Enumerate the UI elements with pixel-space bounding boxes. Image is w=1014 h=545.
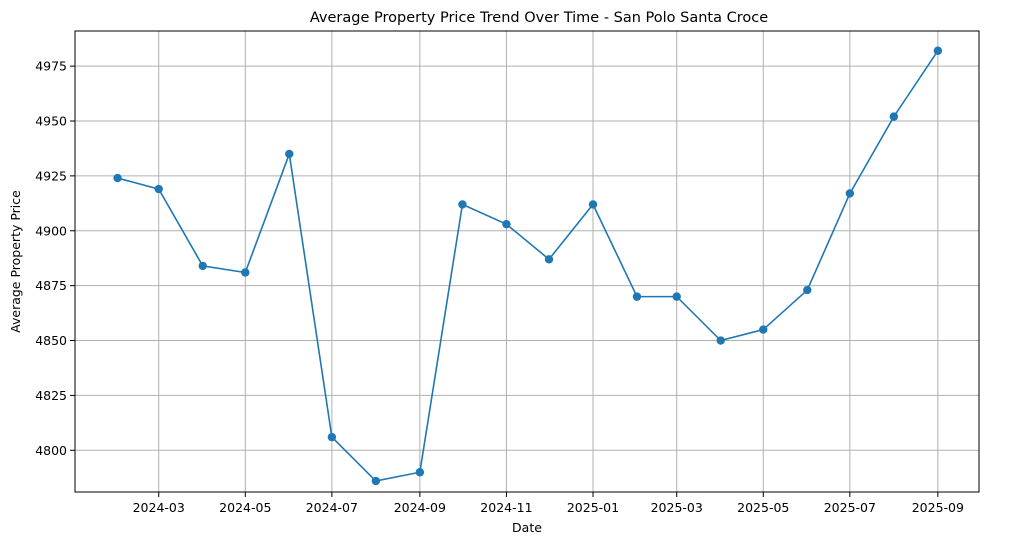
y-tick-label: 4950 <box>35 114 67 129</box>
x-tick-label: 2025-07 <box>824 500 876 515</box>
data-point <box>716 336 725 345</box>
x-tick-label: 2025-09 <box>912 500 964 515</box>
data-point <box>113 173 122 183</box>
x-tick-label: 2025-05 <box>737 500 789 515</box>
data-point <box>588 200 598 209</box>
y-tick-label: 4875 <box>35 278 67 293</box>
y-tick-label: 4975 <box>35 59 67 74</box>
data-point <box>198 261 207 271</box>
data-point <box>371 476 381 486</box>
data-point <box>502 219 511 229</box>
y-tick-label: 4800 <box>35 443 67 458</box>
y-tick-label: 4850 <box>35 333 67 348</box>
data-point <box>415 468 425 477</box>
data-point <box>933 46 943 55</box>
x-tick-label: 2025-03 <box>651 500 703 515</box>
axis-ticks: 2024-03 2024-05 2024-07 2024-09 2024-11 2025-… <box>35 59 964 515</box>
data-point <box>889 112 899 121</box>
y-tick-label: 4825 <box>35 388 67 403</box>
x-tick-label: 2024-07 <box>306 500 358 515</box>
data-point <box>672 292 681 301</box>
x-tick-label: 2024-05 <box>219 500 271 515</box>
data-point <box>803 285 812 295</box>
data-point <box>241 268 250 277</box>
data-point <box>458 200 467 209</box>
chart-title: Average Property Price Trend Over Time -… <box>310 10 768 26</box>
data-point <box>327 432 337 442</box>
data-point <box>632 292 642 301</box>
x-tick-label: 2025-01 <box>567 500 619 515</box>
series-price <box>113 46 943 486</box>
data-point <box>759 325 768 334</box>
series-line <box>117 50 939 482</box>
y-axis-label: Average Property Price <box>8 190 23 333</box>
x-tick-label: 2024-11 <box>480 500 532 515</box>
x-axis-label: Date <box>512 520 542 535</box>
grid <box>75 31 979 492</box>
data-point <box>154 184 163 194</box>
x-tick-label: 2024-09 <box>394 500 446 515</box>
plot-frame <box>74 30 980 493</box>
x-tick-label: 2024-03 <box>133 500 185 515</box>
data-point <box>285 149 294 159</box>
data-point <box>544 255 554 264</box>
data-point <box>845 189 855 198</box>
y-tick-label: 4925 <box>35 168 67 183</box>
y-tick-label: 4900 <box>35 223 67 238</box>
